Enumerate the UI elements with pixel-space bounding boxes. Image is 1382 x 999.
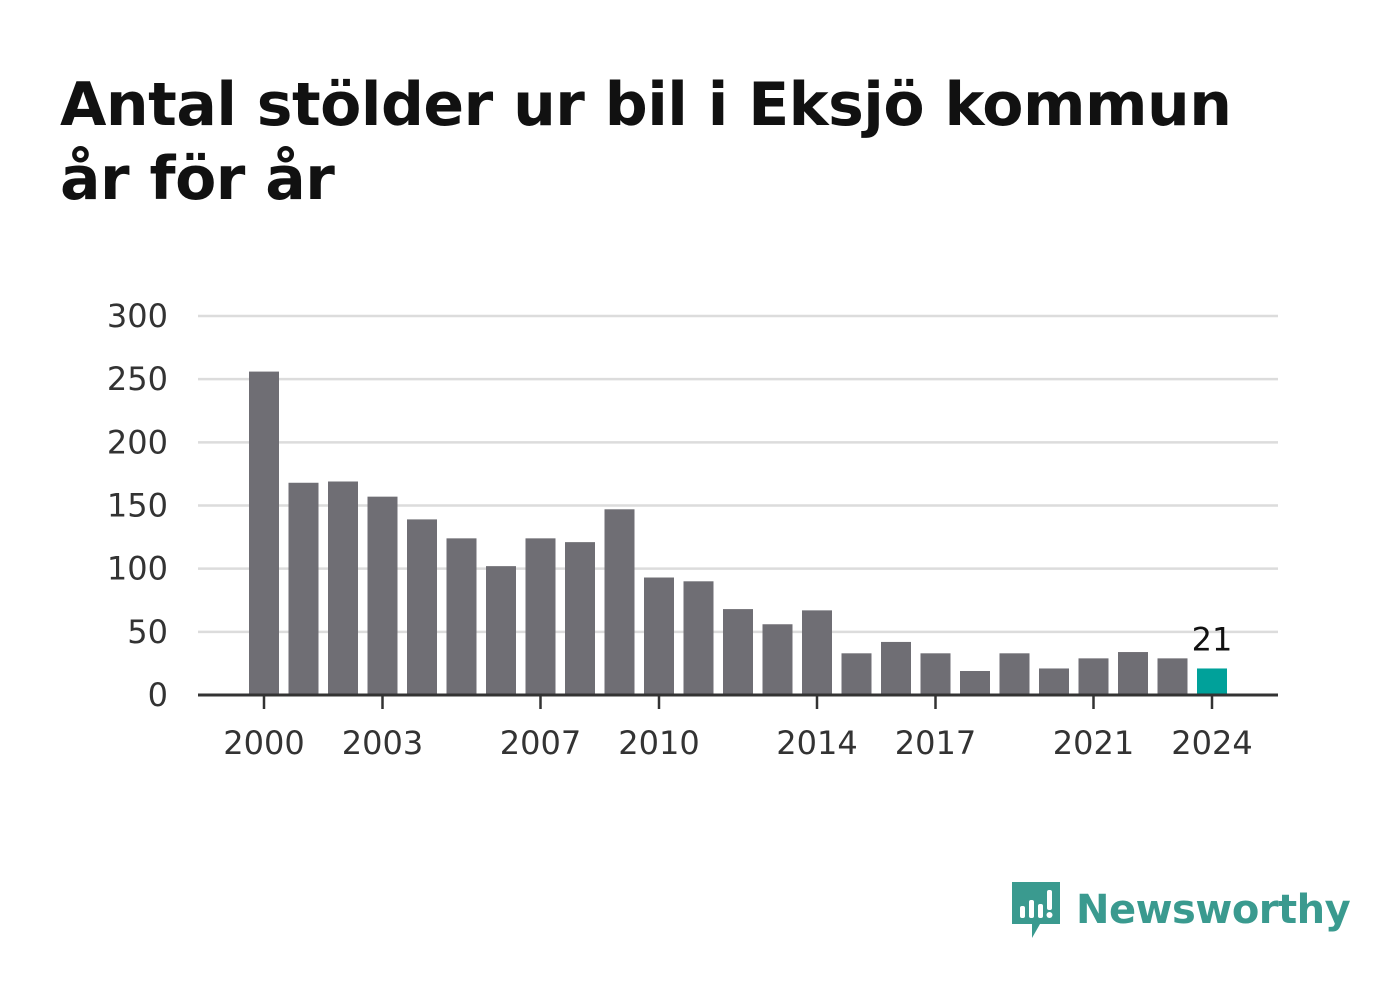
bar-2019 [999, 653, 1030, 695]
bar-2023 [1157, 658, 1188, 695]
bar-2009 [604, 509, 635, 695]
x-tick-label: 2017 [895, 724, 976, 762]
bars [249, 371, 1227, 695]
bar-2020 [1039, 668, 1069, 695]
y-axis-tick-labels: 0 50 100 150 200 250 300 [107, 297, 168, 714]
x-tick-label: 2014 [776, 724, 857, 762]
chart-title: Antal stölder ur bil i Eksjö kommun år f… [60, 70, 1232, 214]
bar-2021 [1078, 658, 1109, 695]
bar-2004 [407, 519, 437, 695]
x-tick-label: 2007 [500, 724, 581, 762]
gridlines [198, 314, 1278, 634]
x-tick-label: 2000 [223, 724, 304, 762]
bar-2016 [881, 641, 911, 695]
y-tick-label: 100 [107, 550, 168, 588]
bar-2015 [841, 653, 872, 695]
data-labels: 21 [1192, 620, 1233, 658]
bar-2012 [723, 609, 753, 695]
bar-2006 [486, 566, 516, 695]
brand-logo: Newsworthy [1010, 878, 1351, 942]
x-tick-label: 2003 [342, 724, 423, 762]
y-tick-label: 50 [127, 613, 168, 651]
bar-2018 [960, 670, 990, 695]
bar-2017 [920, 653, 951, 695]
bar-2011 [683, 581, 714, 695]
bar-2001 [288, 482, 319, 695]
bar-2007 [525, 538, 556, 695]
bar-2005 [446, 538, 477, 695]
bar-2008 [565, 542, 595, 695]
bar-2014 [802, 610, 832, 695]
bar-2013 [762, 624, 793, 695]
x-tick-label: 2024 [1171, 724, 1252, 762]
brand-name: Newsworthy [1076, 887, 1351, 933]
bar-2022 [1118, 652, 1148, 695]
bar-2000 [249, 371, 279, 695]
y-tick-label: 250 [107, 360, 168, 398]
y-tick-label: 300 [107, 297, 168, 335]
y-tick-label: 0 [148, 676, 168, 714]
bar-2002 [328, 481, 358, 695]
y-tick-label: 200 [107, 423, 168, 461]
x-tick-label: 2021 [1053, 724, 1134, 762]
bar-2003 [367, 496, 398, 695]
y-tick-label: 150 [107, 487, 168, 525]
data-label-2024: 21 [1192, 620, 1233, 658]
newsworthy-logo-icon [1012, 882, 1060, 938]
x-axis-tick-labels: 2000 2003 2007 2010 2014 2017 2021 2024 [223, 724, 1252, 762]
x-axis [198, 693, 1278, 709]
x-tick-label: 2010 [618, 724, 699, 762]
bar-2010 [644, 577, 674, 695]
bar-2024 [1197, 668, 1227, 695]
